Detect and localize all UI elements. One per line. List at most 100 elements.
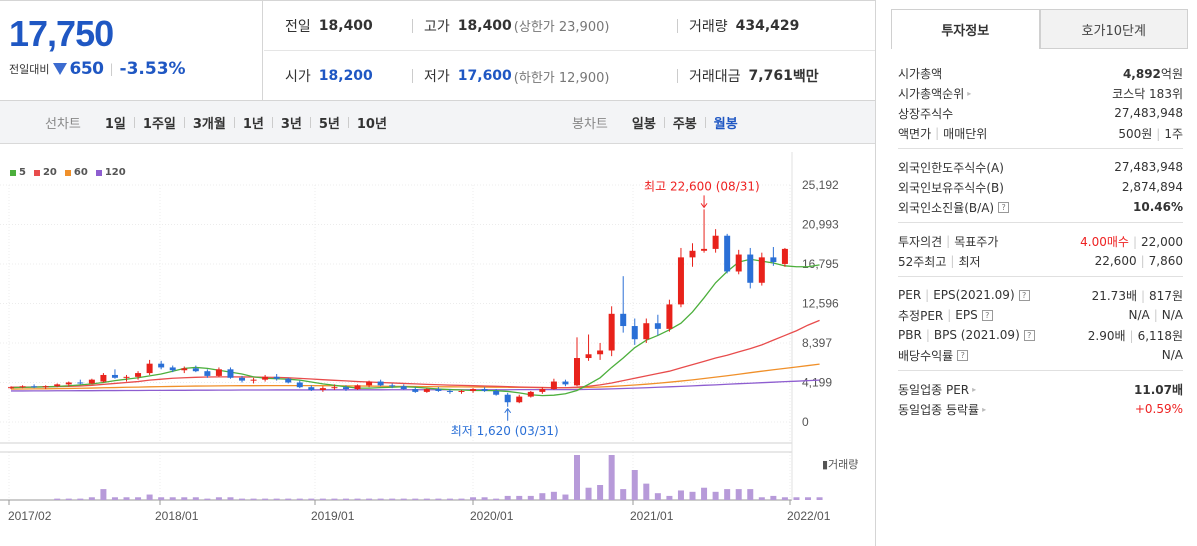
info-row: 액면가 | 매매단위 500원 | 1주 [898, 123, 1183, 143]
candle-body [65, 382, 72, 385]
help-icon[interactable]: ? [1023, 329, 1035, 341]
high-arrow-head [700, 203, 708, 209]
low-annotation: 최저 1,620 (03/31) [451, 424, 559, 438]
info-row: 추정PER | EPS? N/A | N/A [898, 305, 1183, 325]
info-value: 21.73배 | 817원 [1091, 288, 1183, 303]
quote-row-2: 시가 18,200 저가 17,600 (하한가 12,900) 거래대금 7,… [264, 51, 875, 101]
volume-bar [539, 493, 546, 500]
volume-bar [458, 498, 465, 500]
tab-5year[interactable]: 5년 [318, 117, 340, 132]
tab-3year[interactable]: 3년 [280, 117, 302, 132]
help-icon[interactable]: ? [957, 349, 969, 361]
line-chart-title: 선차트 [45, 117, 81, 132]
price-chart[interactable]: 25,192 20,993 16,795 12,596 8,397 4,199 0 2017/… [0, 0, 875, 546]
quote-row-1: 전일 18,400 고가 18,400 (상한가 23,900) 거래량 434… [264, 1, 875, 51]
info-value: 22,600 | 7,860 [1094, 254, 1183, 268]
candle-body [597, 350, 604, 355]
info-value: N/A [1161, 348, 1183, 362]
quote-summary: 17,750 전일대비 650 | -3.53% 전일 18,400 고가 18… [0, 0, 875, 101]
tab-1week[interactable]: 1주일 [142, 117, 176, 132]
volume-bar [54, 498, 61, 500]
candle-body [227, 369, 234, 378]
volume-bar [516, 495, 523, 500]
help-icon[interactable]: ? [981, 309, 993, 321]
volume-bar [400, 498, 407, 500]
candle-body [470, 389, 477, 391]
ma20-line [10, 319, 820, 389]
volume-bar [308, 498, 315, 500]
volume-bar [562, 494, 569, 500]
info-row: 상장주식수 27,483,948 [898, 103, 1183, 123]
info-value: 코스닥 183위 [1112, 86, 1183, 101]
volume-bar [262, 498, 269, 500]
candle-body [54, 384, 61, 387]
tab-3month[interactable]: 3개월 [192, 117, 226, 132]
legend-ma20: 20 [33, 167, 57, 178]
volume-bar [550, 491, 557, 500]
candle-body [400, 386, 407, 390]
candle-body [458, 390, 465, 392]
info-value: 27,483,948 [1114, 160, 1183, 174]
volume-bar [123, 497, 130, 500]
candle-chart-tabs: 봉차트 일봉 주봉 월봉 [572, 101, 746, 144]
info-row[interactable]: 시가총액순위 ▸ 코스닥 183위 [898, 83, 1183, 103]
info-value: 10.46% [1133, 200, 1183, 214]
volume-bar [781, 497, 788, 500]
volume-bar [192, 497, 199, 500]
info-row: 시가총액 4,892억원 [898, 63, 1183, 83]
low-arrow-head [504, 407, 512, 414]
help-icon[interactable]: ? [1018, 289, 1030, 301]
tab-1year[interactable]: 1년 [242, 117, 264, 132]
volume-label: ▮거래량 [822, 458, 858, 471]
tab-weekly[interactable]: 주봉 [672, 117, 697, 132]
candle-body [608, 313, 615, 351]
info-row[interactable]: 외국인소진율(B/A)? 10.46% [898, 197, 1183, 217]
tab-monthly[interactable]: 월봉 [713, 117, 738, 132]
volume-bar [135, 497, 142, 500]
candle-body [562, 381, 569, 385]
candle-body [770, 257, 777, 263]
candle-body [747, 254, 754, 283]
candle-body [423, 389, 430, 392]
tab-invest-info[interactable]: 투자정보 [891, 9, 1040, 49]
info-value: 27,483,948 [1114, 106, 1183, 120]
tab-orderbook[interactable]: 호가10단계 [1039, 9, 1188, 49]
volume-bar [677, 490, 684, 500]
candle-body [643, 323, 650, 340]
info-label: 시가총액 [898, 66, 943, 81]
x-tick-label: 2020/01 [470, 509, 514, 523]
ma60-line [10, 363, 820, 390]
volume-bar [239, 498, 246, 500]
volume-bar [470, 497, 477, 500]
info-label: 시가총액순위 ▸ [898, 86, 972, 101]
info-value: 2.90배 | 6,118원 [1087, 328, 1183, 343]
candle-body [88, 379, 95, 384]
info-value: +0.59% [1134, 402, 1183, 416]
volume-bar [654, 493, 661, 500]
change-label: 전일대비 [9, 63, 50, 76]
tab-1day[interactable]: 1일 [104, 117, 126, 132]
volume-bar [331, 498, 338, 500]
volume-bar [423, 498, 430, 500]
volume-bar [481, 497, 488, 500]
tab-daily[interactable]: 일봉 [631, 117, 656, 132]
candle-body [296, 382, 303, 388]
info-row[interactable]: 동일업종 등락률 ▸ +0.59% [898, 399, 1183, 419]
legend-ma5: 5 [10, 167, 26, 178]
volume-bar [620, 489, 627, 500]
info-row: 외국인한도주식수(A) 27,483,948 [898, 157, 1183, 177]
info-label: 외국인보유주식수(B) [898, 180, 1004, 195]
volume-bar [770, 495, 777, 500]
stock-main-panel: 17,750 전일대비 650 | -3.53% 전일 18,400 고가 18… [0, 0, 875, 546]
info-row: 배당수익률? N/A [898, 345, 1183, 365]
info-row: PER | EPS(2021.09)? 21.73배 | 817원 [898, 285, 1183, 305]
tab-10year[interactable]: 10년 [356, 117, 387, 132]
info-row[interactable]: 동일업종 PER ▸ 11.07배 [898, 379, 1183, 399]
info-row: 투자의견 | 목표주가 4.00매수 | 22,000 [898, 231, 1183, 251]
line-chart-tabs: 선차트 1일 1주일 3개월 1년 3년 5년 10년 [45, 101, 395, 144]
candle-body [701, 248, 708, 251]
candle-body [273, 376, 280, 379]
help-icon[interactable]: ? [998, 201, 1010, 213]
volume-bar [111, 497, 118, 500]
